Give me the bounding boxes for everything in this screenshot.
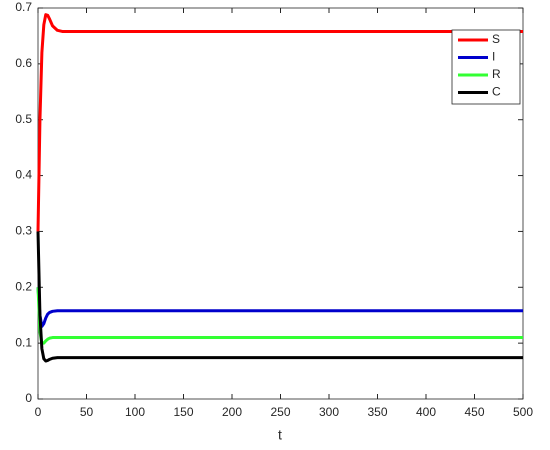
x-tick-label: 0 xyxy=(35,405,42,419)
x-tick-label: 50 xyxy=(80,405,94,419)
y-tick-label: 0.6 xyxy=(15,56,32,70)
series-line xyxy=(36,231,523,363)
y-tick-label: 0.2 xyxy=(15,279,32,293)
x-tick-label: 100 xyxy=(125,405,145,419)
x-tick-label: 400 xyxy=(416,405,436,419)
legend-label: C xyxy=(492,85,501,99)
series-line xyxy=(36,287,523,345)
x-tick-label: 350 xyxy=(367,405,387,419)
series-line xyxy=(36,13,523,232)
plot-area xyxy=(37,7,524,400)
y-tick-label: 0.7 xyxy=(15,0,32,14)
x-tick-label: 250 xyxy=(270,405,290,419)
y-tick-label: 0 xyxy=(25,391,32,405)
series-line xyxy=(36,287,523,328)
y-tick-label: 0.1 xyxy=(15,335,32,349)
x-tick-label: 300 xyxy=(319,405,339,419)
y-tick-label: 0.5 xyxy=(15,112,32,126)
x-axis-label: t xyxy=(278,427,282,443)
legend-label: S xyxy=(492,32,500,46)
legend-label: I xyxy=(492,50,495,64)
x-tick-label: 500 xyxy=(513,405,533,419)
legend-label: R xyxy=(492,67,501,81)
y-tick-label: 0.3 xyxy=(15,224,32,238)
y-tick-label: 0.4 xyxy=(15,168,32,182)
x-tick-label: 200 xyxy=(222,405,242,419)
x-tick-label: 150 xyxy=(173,405,193,419)
x-tick-label: 450 xyxy=(464,405,484,419)
